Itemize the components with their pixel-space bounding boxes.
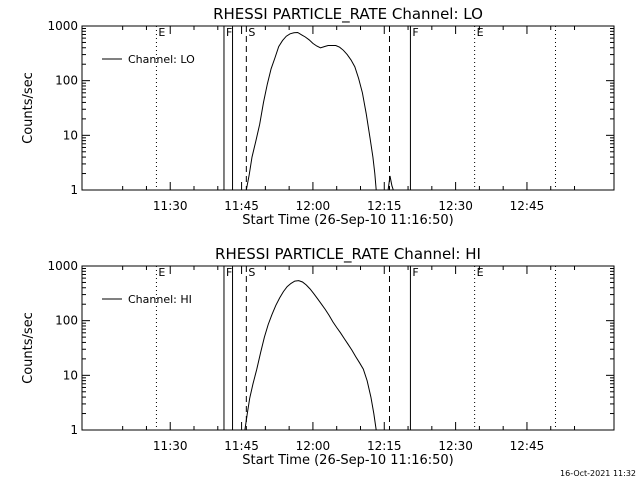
event-marker-label: F — [412, 266, 418, 279]
event-marker-label: S — [248, 266, 255, 279]
x-tick-label: 12:30 — [438, 199, 473, 213]
series-line — [244, 280, 377, 431]
y-tick-label: 1 — [70, 423, 78, 437]
legend-label: Channel: HI — [128, 293, 192, 306]
event-marker-label: E — [477, 26, 484, 39]
x-tick-label: 12:30 — [438, 439, 473, 453]
legend-label: Channel: LO — [128, 53, 195, 66]
y-tick-label: 1 — [70, 183, 78, 197]
y-tick-label: 10 — [63, 368, 78, 382]
y-tick-label: 100 — [55, 314, 78, 328]
x-axis-label: Start Time (26-Sep-10 11:16:50) — [242, 453, 453, 468]
panels: RHESSI PARTICLE_RATE Channel: LO Counts/s… — [21, 5, 615, 468]
x-axis-label: Start Time (26-Sep-10 11:16:50) — [242, 213, 453, 228]
event-marker-label: E — [158, 26, 165, 39]
x-tick-label: 12:45 — [510, 199, 545, 213]
x-tick-label: 12:15 — [367, 439, 402, 453]
x-tick-label: 11:30 — [153, 439, 188, 453]
y-axis-label: Counts/sec — [21, 312, 36, 384]
timestamp: 16-Oct-2021 11:32 — [560, 469, 636, 478]
y-axis-label: Counts/sec — [21, 72, 36, 144]
chart-title: RHESSI PARTICLE_RATE Channel: HI — [215, 245, 481, 264]
series-line — [245, 31, 377, 191]
y-tick-label: 100 — [55, 74, 78, 88]
x-tick-label: 11:45 — [224, 439, 259, 453]
x-tick-label: 12:00 — [296, 439, 331, 453]
chart-title: RHESSI PARTICLE_RATE Channel: LO — [213, 5, 483, 24]
x-tick-label: 11:45 — [224, 199, 259, 213]
event-marker-label: F — [412, 26, 418, 39]
event-marker-label: F — [226, 26, 232, 39]
y-tick-label: 10 — [63, 128, 78, 142]
y-tick-label: 1000 — [47, 19, 78, 33]
event-marker-label: S — [248, 26, 255, 39]
x-tick-label: 12:00 — [296, 199, 331, 213]
chart-panel-lo: RHESSI PARTICLE_RATE Channel: LO Counts/s… — [21, 5, 615, 228]
event-marker-label: F — [226, 266, 232, 279]
plot-frame — [81, 25, 615, 191]
x-tick-label: 12:15 — [367, 199, 402, 213]
x-tick-label: 11:30 — [153, 199, 188, 213]
plot-frame — [81, 265, 615, 431]
x-tick-label: 12:45 — [510, 439, 545, 453]
event-marker-label: E — [477, 266, 484, 279]
event-marker-label: E — [158, 266, 165, 279]
chart-panel-hi: RHESSI PARTICLE_RATE Channel: HI Counts/s… — [21, 245, 615, 468]
y-tick-label: 1000 — [47, 259, 78, 273]
series-line-segment — [387, 175, 394, 191]
